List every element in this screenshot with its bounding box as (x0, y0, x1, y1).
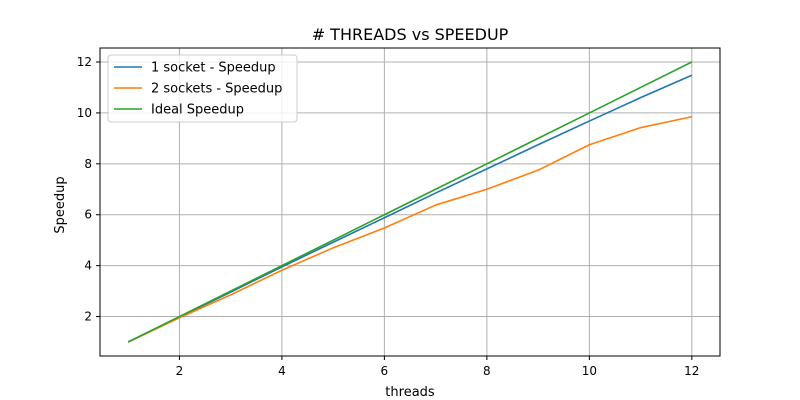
legend: 1 socket - Speedup 2 sockets - Speedup Ide… (107, 54, 298, 123)
series-lines (127, 61, 693, 343)
legend-label: Ideal Speedup (151, 103, 244, 118)
axis-ticks: 2 4 6 8 10 12 2 4 6 8 10 12 (77, 55, 700, 378)
legend-box (107, 54, 298, 123)
plot-frame (99, 47, 721, 357)
x-tick-label: 2 (176, 364, 184, 378)
x-axis-label: threads (385, 385, 435, 400)
legend-label: 1 socket - Speedup (151, 61, 276, 76)
legend-label: 2 sockets - Speedup (151, 82, 282, 97)
x-tick-label: 8 (483, 364, 491, 378)
y-tick-label: 6 (84, 208, 92, 222)
y-tick-label: 2 (84, 310, 92, 324)
y-tick-label: 8 (84, 157, 92, 171)
y-tick-label: 10 (77, 106, 92, 120)
y-tick-label: 12 (77, 55, 92, 69)
x-tick-label: 10 (582, 364, 597, 378)
y-axis-label: Speedup (53, 176, 68, 233)
series-line-1 (127, 115, 692, 343)
x-tick-label: 6 (381, 364, 389, 378)
chart-title: # THREADS vs SPEEDUP (312, 25, 509, 44)
series-line-2 (127, 61, 693, 343)
grid (100, 48, 720, 356)
x-tick-label: 4 (278, 364, 286, 378)
series-line-0 (127, 74, 693, 343)
y-tick-label: 4 (84, 259, 92, 273)
x-tick-label: 12 (684, 364, 699, 378)
